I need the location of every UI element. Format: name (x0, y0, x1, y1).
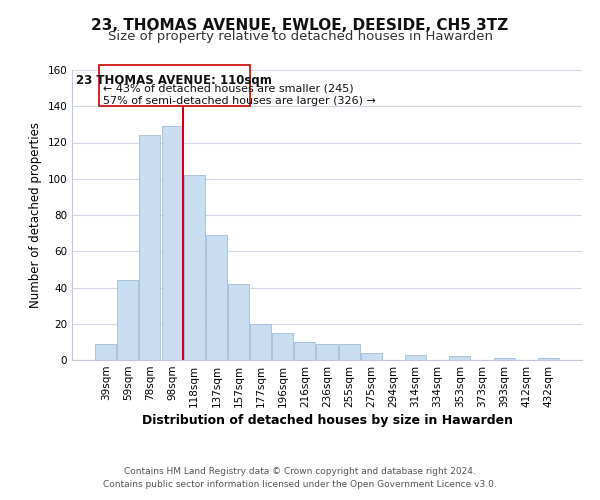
Text: 23, THOMAS AVENUE, EWLOE, DEESIDE, CH5 3TZ: 23, THOMAS AVENUE, EWLOE, DEESIDE, CH5 3… (91, 18, 509, 32)
Bar (161, 126, 182, 360)
X-axis label: Distribution of detached houses by size in Hawarden: Distribution of detached houses by size … (142, 414, 512, 427)
Bar (272, 333, 293, 360)
Text: 23 THOMAS AVENUE: 110sqm: 23 THOMAS AVENUE: 110sqm (76, 74, 272, 86)
Text: 57% of semi-detached houses are larger (326) →: 57% of semi-detached houses are larger (… (103, 96, 376, 106)
Text: Contains HM Land Registry data © Crown copyright and database right 2024.
Contai: Contains HM Land Registry data © Crown c… (103, 467, 497, 489)
Bar (316, 344, 338, 360)
Bar (118, 280, 139, 360)
Bar (206, 235, 227, 360)
Bar (405, 354, 426, 360)
Bar (250, 324, 271, 360)
Bar (228, 284, 249, 360)
Bar (95, 344, 116, 360)
Bar (449, 356, 470, 360)
Bar (538, 358, 559, 360)
FancyBboxPatch shape (99, 64, 250, 106)
Bar (184, 175, 205, 360)
Bar (295, 342, 316, 360)
Y-axis label: Number of detached properties: Number of detached properties (29, 122, 42, 308)
Bar (139, 135, 160, 360)
Text: ← 43% of detached houses are smaller (245): ← 43% of detached houses are smaller (24… (103, 84, 354, 94)
Text: Size of property relative to detached houses in Hawarden: Size of property relative to detached ho… (107, 30, 493, 43)
Bar (338, 344, 359, 360)
Bar (494, 358, 515, 360)
Bar (361, 353, 382, 360)
